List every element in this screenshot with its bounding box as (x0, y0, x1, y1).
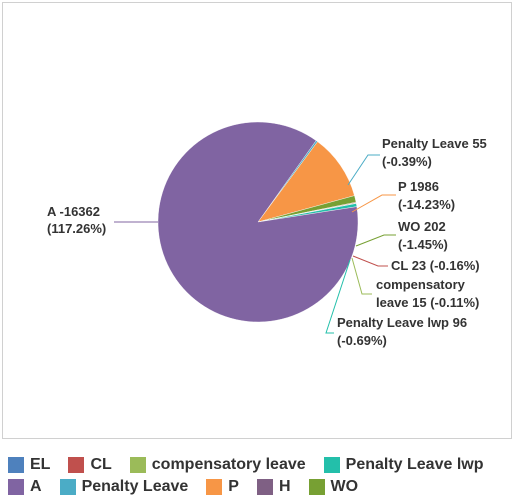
data-label-compensatory-2: leave 15 (-0.11%) (376, 295, 479, 310)
data-label-compensatory-1: compensatory (376, 277, 466, 292)
data-label-penalty-lwp-2: (-0.69%) (337, 333, 387, 348)
legend-label: Penalty Leave lwp (345, 456, 484, 473)
legend-label: WO (330, 478, 359, 495)
data-label-a-1: A -16362 (47, 204, 100, 219)
legend-label: compensatory leave (151, 456, 306, 473)
legend-item-cl[interactable]: CL (68, 456, 112, 474)
legend-item-compensatory-leave[interactable]: compensatory leave (129, 456, 306, 474)
legend-swatch (308, 479, 325, 495)
legend-swatch (68, 457, 85, 473)
legend-item-el[interactable]: EL (8, 456, 50, 474)
legend-swatch (256, 479, 273, 495)
legend-item-wo[interactable]: WO (308, 478, 359, 496)
legend-swatch (59, 479, 76, 495)
legend-label: Penalty Leave (81, 478, 189, 495)
legend-item-h[interactable]: H (256, 478, 291, 496)
legend-item-penalty-leave[interactable]: Penalty Leave (59, 478, 189, 496)
legend-swatch (8, 457, 24, 473)
data-label-wo-1: WO 202 (398, 219, 446, 234)
legend-label: CL (90, 456, 112, 473)
legend-item-p[interactable]: P (206, 478, 239, 496)
legend-label: A (30, 478, 42, 495)
legend-label: H (278, 478, 291, 495)
data-label-penalty-leave-1: Penalty Leave 55 (382, 136, 487, 151)
data-label-cl-1: CL 23 (-0.16%) (391, 258, 480, 273)
data-label-p-1: P 1986 (398, 179, 439, 194)
legend-swatch (129, 457, 146, 473)
legend-swatch (8, 479, 24, 495)
legend-item-a[interactable]: A (8, 478, 42, 496)
legend-label: P (228, 478, 239, 495)
data-label-penalty-leave-2: (-0.39%) (382, 154, 432, 169)
data-label-p-2: (-14.23%) (398, 197, 455, 212)
pie-slice-a[interactable] (157, 121, 359, 323)
pie-chart: Penalty Leave 55 (-0.39%) P 1986 (-14.23%) W… (47, 121, 487, 348)
data-label-wo-2: (-1.45%) (398, 237, 448, 252)
leader-line-p (351, 194, 396, 213)
leader-line-cl (352, 255, 388, 267)
legend-row-1: EL CL compensatory leave Penalty Leave lwp (8, 454, 514, 476)
legend-item-penalty-leave-lwp[interactable]: Penalty Leave lwp (323, 456, 484, 474)
data-label-a-2: (117.26%) (47, 221, 106, 236)
leader-line-wo (355, 234, 396, 247)
leader-line-penalty-leave (347, 154, 380, 186)
leader-line-penalty-lwp (325, 259, 351, 334)
legend-swatch (323, 457, 340, 473)
legend-label: EL (30, 456, 51, 473)
leader-line-compensatory (351, 257, 372, 295)
data-label-penalty-lwp-1: Penalty Leave lwp 96 (337, 315, 467, 330)
legend-swatch (206, 479, 223, 495)
legend: EL CL compensatory leave Penalty Leave lwp … (8, 454, 514, 498)
legend-row-2: A Penalty Leave P H WO (8, 476, 514, 498)
